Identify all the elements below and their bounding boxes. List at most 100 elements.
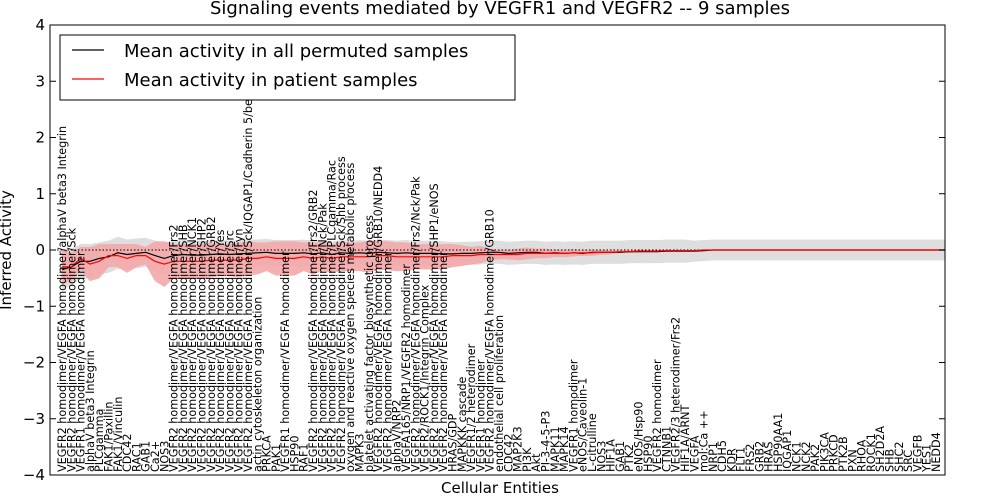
entity-label: KDR: [725, 448, 738, 472]
entity-label: VEGFR2 homodimer/VEGFA homodimer: [381, 251, 394, 472]
entity-label: VEGFR1 homodimer/VEGFA homodimer: [75, 251, 88, 472]
entity-label: NOS3: [595, 441, 608, 472]
entity-label: VEGFR2 homodimer/VEGFA homodimer/GRB10: [484, 209, 497, 472]
entity-label: SHB: [884, 449, 897, 472]
entity-label: Ca2+: [149, 441, 162, 472]
y-tick-label: −1: [23, 297, 45, 315]
entity-label: MAPK3: [354, 433, 367, 472]
entity-label: HRAS: [763, 442, 776, 473]
entity-label: mol:Ca ++: [698, 410, 711, 472]
entity-label: VEGFR2 homodimer/VEGFA homodimer/Src: [223, 230, 236, 472]
entity-label: platelet activating factor biosynthetic …: [363, 215, 376, 472]
entity-label: NEDD4: [930, 432, 943, 472]
entity-label: MAPK11: [549, 426, 562, 472]
entity-label: NOS3: [158, 441, 171, 472]
y-tick-label: 4: [35, 16, 45, 34]
entity-label: PRKCD: [828, 434, 841, 472]
entity-label: MAPK14: [558, 426, 571, 472]
entity-label: PAK2: [809, 444, 822, 472]
entity-label: HSP90: [642, 436, 655, 473]
entity-label: actin cytoskeleton organization: [251, 297, 264, 472]
entity-label: HIF1A: [605, 439, 618, 472]
y-tick-label: 1: [35, 185, 45, 203]
entity-label: HRAS/GDP: [447, 413, 460, 472]
legend-box: [59, 34, 516, 101]
entity-label: NRP1: [707, 442, 720, 472]
entity-label: ROCK1: [865, 433, 878, 472]
entity-label: PLCgamma: [93, 409, 106, 472]
entity-label: VEGFR2 homodimer/VEGFA homodimer/SHP1/eN…: [428, 183, 441, 472]
entity-label: FAK1/Vinculin: [112, 397, 125, 472]
entity-label: GAB1: [614, 441, 627, 472]
entity-label: VEGFR2 homodimer/VEGFA homodimer/Sck/IQG…: [242, 43, 255, 472]
entity-label: VEGFR1/2 heterodimer: [465, 343, 478, 472]
entity-label: VEGFR2/3 heterodimer/Frs2: [670, 317, 683, 472]
entity-label: alphaV/NRP2: [391, 400, 404, 472]
entity-label: SHC2: [893, 442, 906, 472]
entity-label: RHOA: [856, 439, 869, 472]
entity-label: VEGFR1 homodimer: [567, 359, 580, 472]
entity-label: eNOS/Hsp90: [632, 401, 645, 472]
legend-label-patient: Mean activity in patient samples: [124, 70, 418, 91]
entity-label: PRKCA: [261, 435, 274, 472]
entity-label: FRS2: [744, 444, 757, 472]
entity-label: VEGFR1 homodimer/VEGFA homodimer: [279, 251, 292, 472]
entity-label: CDH5: [716, 440, 729, 472]
entity-label: GRB2: [753, 441, 766, 472]
entity-label: PXN: [846, 449, 859, 472]
entity-label: PAK1: [270, 444, 283, 472]
entity-label: VEGFR2 homodimer/VEGFA homodimer/SHB: [177, 224, 190, 472]
entity-label: PTK2B: [837, 436, 850, 472]
entity-label: VEGFR2 homodimer/VEGFA homodimer/Sck/Shb…: [335, 156, 348, 472]
entity-label: VEGFR2 homodimer/VEGFA homodimer/GRB2: [205, 216, 218, 472]
entity-label: YES1: [921, 444, 934, 473]
y-tick-label: −4: [23, 466, 45, 484]
entity-label: VEGFR2 homodimer/VEGFA homodimer/Frs2/Nc…: [409, 176, 422, 472]
entity-label: GAB1: [140, 441, 153, 472]
entity-label: VEGFA165/NRP1/VEGFR2 homodimer: [400, 264, 413, 472]
legend: Mean activity in all permuted samples Me…: [59, 34, 516, 101]
entity-label: SH2D2A: [874, 426, 887, 472]
entity-label: eNOS/Caveolin-1: [577, 378, 590, 472]
entity-label: endothelial cell proliferation: [493, 315, 506, 472]
entity-label: VEGFB: [911, 434, 924, 472]
entity-label: VEGFR2 homodimer/VEGFA homodimer/Frs2/GR…: [307, 189, 320, 472]
entity-label: VEGFR2 homodimer/VEGFA homodimer/PLCgamm…: [326, 160, 339, 472]
entity-label: VEGFR2 homodimer/VEGFA homodimer/alphaV …: [56, 126, 69, 472]
entity-label: VEGFR2 homodimer/VEGFA homodimer/GRB10/N…: [372, 166, 385, 472]
entity-label: VEGFR2 homodimer/VEGFA homodimer/Yes: [214, 229, 227, 472]
entity-label: VEGFR2 homodimer/VEGFA homodimer/Nck/Pak: [316, 203, 329, 472]
y-tick-label: 3: [35, 72, 45, 90]
entity-label: VEGFR2 homodimer/VEGFA homodimer/SHP2: [195, 218, 208, 472]
legend-label-permuted: Mean activity in all permuted samples: [124, 41, 468, 62]
entity-label: alphaV beta3 Integrin: [84, 350, 97, 472]
chart-title: Signaling events mediated by VEGFR1 and …: [210, 0, 790, 19]
entity-label: VEGFR2 homodimer/VEGFA homodimer/Fyn: [233, 229, 246, 472]
entity-label: VEGFR2 homodimer/VEGFA homodimer: [437, 251, 450, 472]
y-tick-label: −2: [23, 354, 45, 372]
y-axis-label: Inferred Activity: [0, 190, 15, 310]
entity-label: VEGFR2 homodimer/VEGFA homodimer/Sck: [65, 227, 78, 472]
entity-label: CDC42: [121, 434, 134, 472]
entity-label: MAP2K3: [512, 426, 525, 472]
entity-label: IQGAP1: [781, 430, 794, 472]
entity-label: FLT1: [735, 447, 748, 472]
entity-label: FAK1/Paxillin: [102, 401, 115, 472]
entity-label: PIK3CA: [818, 432, 831, 472]
entity-label: PTK2: [623, 444, 636, 472]
entity-label: RAC1: [130, 442, 143, 472]
entity-label: NCK1: [791, 441, 804, 472]
entity-label: SRC: [902, 450, 915, 472]
entity-label: CDC42: [502, 434, 515, 472]
y-axis: −4 −3 −2 −1 0 1 2 3 4: [23, 16, 945, 484]
entity-labels: VEGFR2 homodimer/VEGFA homodimer/alphaV …: [56, 43, 943, 473]
y-tick-label: −3: [23, 410, 45, 428]
entity-label: NCK2: [800, 441, 813, 472]
entity-label: HSP90: [288, 436, 301, 473]
entity-label: CTNNB1: [660, 426, 673, 472]
entity-label: oxygen and reactive oxygen species metab…: [344, 162, 357, 472]
y-tick-label: 0: [35, 241, 45, 259]
x-axis-label: Cellular Entities: [441, 479, 559, 497]
entity-label: HSP90AA1: [772, 413, 785, 472]
